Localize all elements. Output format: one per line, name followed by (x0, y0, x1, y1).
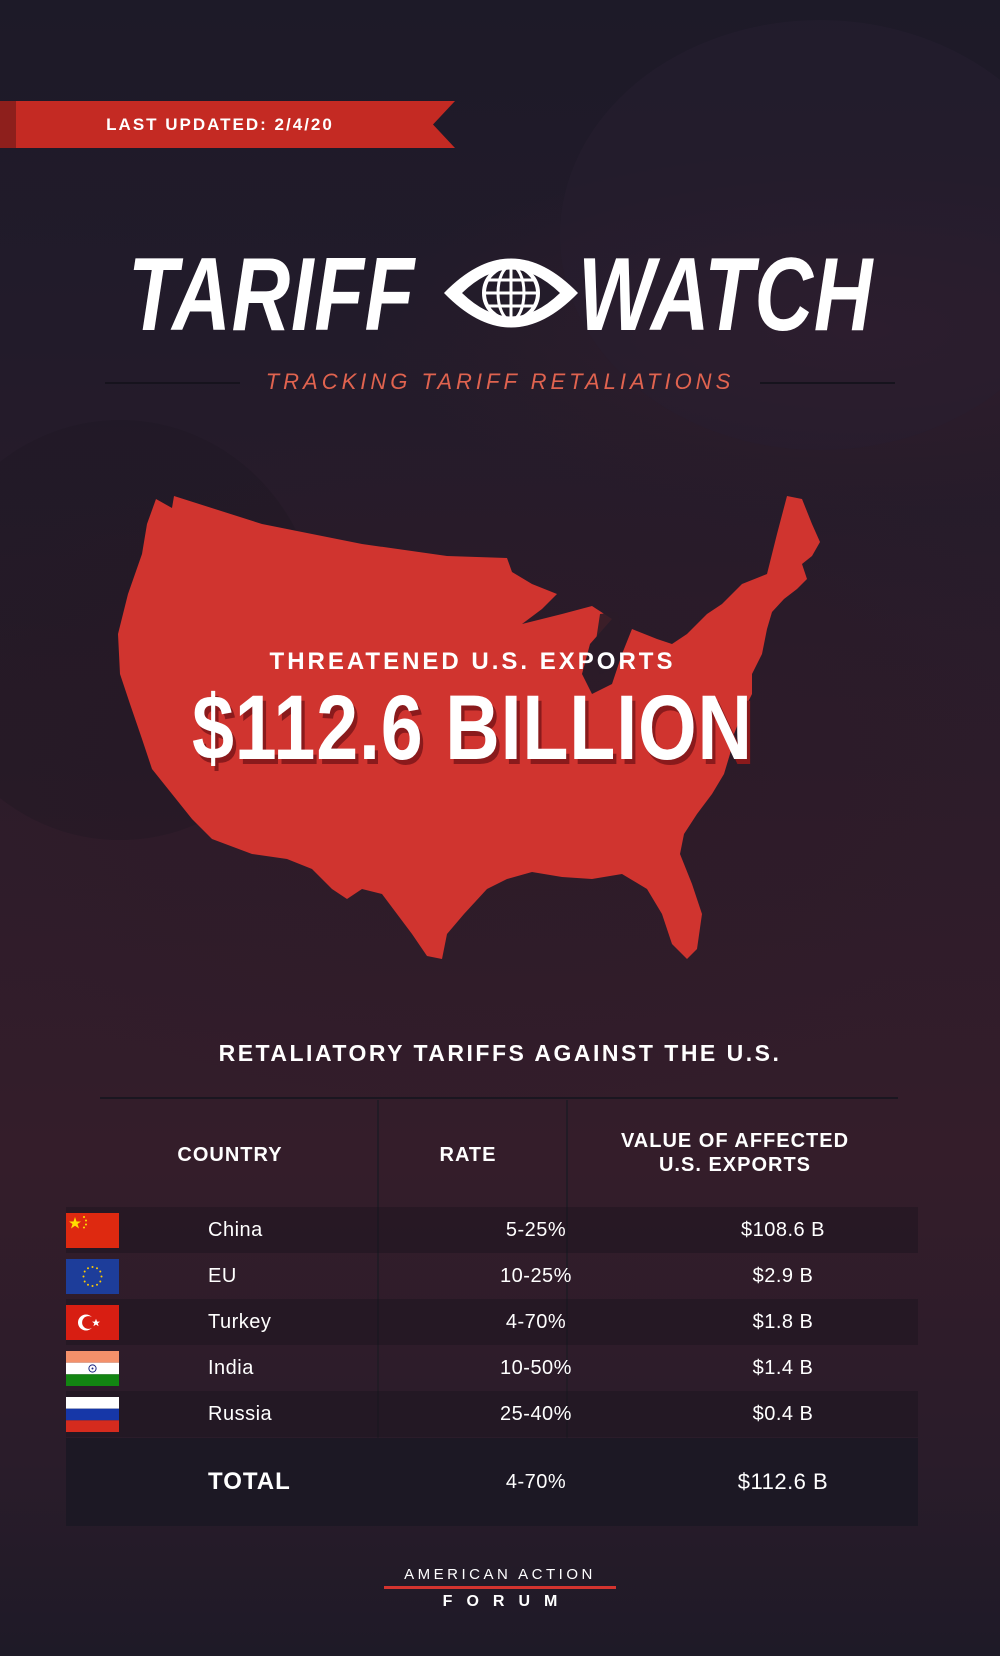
last-updated-label: LAST UPDATED: 2/4/20 (106, 115, 334, 134)
tariff-rate: 5-25% (505, 1219, 567, 1241)
table-row-india: India 10-50% $1.4 B (66, 1345, 918, 1391)
tariff-rate: 10-25% (500, 1265, 572, 1287)
table-row-turkey: Turkey 4-70% $1.8 B (66, 1299, 918, 1345)
india-flag-icon (66, 1351, 119, 1386)
threatened-exports-value: $112.6 BILLION (192, 677, 753, 779)
affected-value: $1.8 B (752, 1311, 814, 1333)
title-watch: WATCH (578, 237, 874, 353)
eu-flag-icon (66, 1259, 119, 1294)
subtitle: TRACKING TARIFF RETALIATIONS (265, 369, 735, 394)
table-row-russia: Russia 25-40% $0.4 B (66, 1391, 918, 1437)
title-tariff: TARIFF (128, 237, 416, 353)
column-header-country: COUNTRY (177, 1144, 283, 1166)
column-divider (566, 1100, 568, 1438)
american-action-forum-logo: AMERICAN ACTION FORUM (0, 1566, 1000, 1611)
us-map-icon (118, 496, 820, 959)
turkey-flag-icon (66, 1305, 119, 1340)
logo-line2: FORUM (442, 1593, 572, 1610)
china-flag-icon (66, 1213, 119, 1248)
affected-value: $2.9 B (752, 1265, 814, 1287)
total-label: TOTAL (208, 1468, 291, 1495)
total-value: $112.6 B (737, 1469, 829, 1494)
table-heading: RETALIATORY TARIFFS AGAINST THE U.S. (218, 1040, 782, 1066)
country-name: EU (208, 1265, 237, 1287)
total-rate: 4-70% (505, 1471, 567, 1493)
country-name: China (208, 1219, 263, 1241)
table-top-rule (100, 1097, 898, 1099)
last-updated-ribbon (0, 101, 455, 148)
logo-line1: AMERICAN ACTION (404, 1566, 596, 1583)
subtitle-rule-left (105, 382, 240, 384)
column-header-rate: RATE (439, 1144, 497, 1166)
table-row-china: China 5-25% $108.6 B (66, 1207, 918, 1253)
eye-globe-icon (444, 258, 578, 328)
country-name: Russia (208, 1403, 273, 1425)
page-title: TARIFF WATCH (0, 240, 1000, 350)
column-divider (377, 1100, 379, 1438)
column-header-value-line2: U.S. EXPORTS (658, 1154, 812, 1176)
table-row-eu: EU 10-25% $2.9 B (66, 1253, 918, 1299)
country-name: Turkey (208, 1311, 272, 1333)
tariff-rate: 4-70% (505, 1311, 567, 1333)
logo-red-bar (384, 1586, 616, 1589)
country-name: India (208, 1357, 254, 1379)
background-globe-shape (560, 20, 1000, 450)
affected-value: $108.6 B (740, 1219, 826, 1241)
subtitle-rule-right (760, 382, 895, 384)
column-header-value: VALUE OF AFFECTED U.S. EXPORTS (590, 1129, 880, 1177)
column-header-value-line1: VALUE OF AFFECTED (620, 1130, 850, 1152)
threatened-exports-label: THREATENED U.S. EXPORTS (269, 648, 676, 675)
affected-value: $0.4 B (752, 1403, 814, 1425)
tariff-rate: 25-40% (500, 1403, 572, 1425)
affected-value: $1.4 B (752, 1357, 814, 1379)
table-total-row: TOTAL 4-70% $112.6 B (66, 1438, 918, 1526)
tariff-rate: 10-50% (500, 1357, 572, 1379)
russia-flag-icon (66, 1397, 119, 1432)
